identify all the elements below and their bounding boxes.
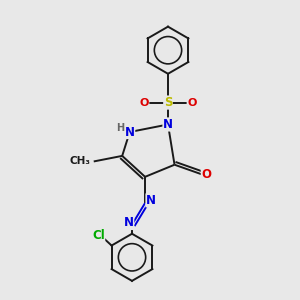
Text: H: H xyxy=(116,123,124,133)
Text: O: O xyxy=(140,98,149,108)
Text: Cl: Cl xyxy=(92,229,105,242)
Text: O: O xyxy=(187,98,196,108)
Text: N: N xyxy=(146,194,156,207)
Text: S: S xyxy=(164,96,172,109)
Text: O: O xyxy=(201,168,211,181)
Text: CH₃: CH₃ xyxy=(70,157,91,166)
Text: N: N xyxy=(163,118,173,131)
Text: N: N xyxy=(124,217,134,230)
Text: N: N xyxy=(125,125,135,139)
